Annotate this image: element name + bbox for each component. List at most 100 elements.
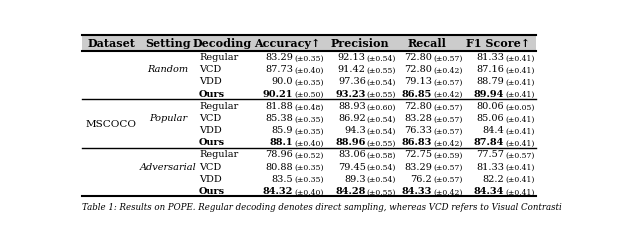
Text: 85.06: 85.06 [476,113,504,122]
Text: 82.2: 82.2 [483,174,504,183]
Text: MSCOCO: MSCOCO [86,119,136,128]
Text: (±0.55): (±0.55) [367,188,396,195]
Text: 81.33: 81.33 [476,53,504,62]
Text: Ours: Ours [199,138,225,147]
Text: (±0.41): (±0.41) [505,176,534,183]
Text: (±0.40): (±0.40) [294,139,324,147]
Text: 97.36: 97.36 [338,77,366,86]
Text: (±0.57): (±0.57) [433,163,463,171]
Text: VCD: VCD [199,65,221,74]
Text: (±0.54): (±0.54) [367,176,396,183]
Text: Setting: Setting [145,38,191,49]
Text: (±0.41): (±0.41) [505,163,534,171]
Text: 89.94: 89.94 [474,89,504,98]
Text: 72.80: 72.80 [404,53,433,62]
Text: VDD: VDD [199,77,222,86]
Text: 85.9: 85.9 [272,125,293,134]
Text: 83.5: 83.5 [271,174,293,183]
Text: 90.0: 90.0 [272,77,293,86]
Text: 77.57: 77.57 [476,150,504,159]
Text: Decoding: Decoding [193,38,252,49]
Text: (±0.54): (±0.54) [367,55,396,62]
Text: Regular: Regular [199,101,238,110]
Text: (±0.55): (±0.55) [367,67,396,75]
Text: 94.3: 94.3 [344,125,366,134]
Text: 80.06: 80.06 [476,101,504,110]
Text: (±0.05): (±0.05) [505,103,534,111]
Text: 93.23: 93.23 [335,89,366,98]
Text: 72.75: 72.75 [404,150,433,159]
Text: 92.13: 92.13 [338,53,366,62]
Text: 86.83: 86.83 [402,138,433,147]
Text: (±0.54): (±0.54) [367,79,396,87]
Text: (±0.59): (±0.59) [433,151,463,159]
Bar [83,36,536,51]
Text: 90.21: 90.21 [263,89,293,98]
Text: 83.29: 83.29 [266,53,293,62]
Text: (±0.60): (±0.60) [367,103,396,111]
Text: 76.33: 76.33 [404,125,433,134]
Text: (±0.57): (±0.57) [505,151,534,159]
Text: VCD: VCD [199,113,221,122]
Text: 79.45: 79.45 [338,162,366,171]
Text: Random: Random [147,65,189,74]
Text: (±0.35): (±0.35) [294,115,324,123]
Text: (±0.57): (±0.57) [433,176,463,183]
Text: 84.32: 84.32 [263,186,293,195]
Text: (±0.55): (±0.55) [367,139,396,147]
Text: (±0.57): (±0.57) [433,55,463,62]
Text: 79.13: 79.13 [404,77,433,86]
Text: (±0.42): (±0.42) [433,67,463,75]
Text: (±0.41): (±0.41) [505,127,534,135]
Text: (±0.35): (±0.35) [294,79,324,87]
Text: (±0.41): (±0.41) [505,91,534,99]
Text: Table 1: Results on POPE. Regular decoding denotes direct sampling, whereas VCD : Table 1: Results on POPE. Regular decodi… [83,202,562,211]
Text: 88.1: 88.1 [269,138,293,147]
Text: (±0.54): (±0.54) [367,127,396,135]
Text: Ours: Ours [199,186,225,195]
Text: (±0.55): (±0.55) [367,91,396,99]
Text: 85.38: 85.38 [266,113,293,122]
Text: (±0.57): (±0.57) [433,79,463,87]
Text: 84.34: 84.34 [474,186,504,195]
Text: 72.80: 72.80 [404,101,433,110]
Text: (±0.48): (±0.48) [294,103,324,111]
Text: (±0.58): (±0.58) [367,151,396,159]
Text: (±0.41): (±0.41) [505,115,534,123]
Text: (±0.57): (±0.57) [433,103,463,111]
Text: Adversarial: Adversarial [140,162,196,171]
Text: 81.33: 81.33 [476,162,504,171]
Text: 86.85: 86.85 [402,89,433,98]
Text: (±0.35): (±0.35) [294,163,324,171]
Text: F1 Score↑: F1 Score↑ [466,38,530,49]
Text: 87.73: 87.73 [265,65,293,74]
Text: 83.06: 83.06 [338,150,366,159]
Text: 89.3: 89.3 [344,174,366,183]
Text: Precision: Precision [331,38,390,49]
Text: (±0.42): (±0.42) [433,139,463,147]
Text: (±0.35): (±0.35) [294,127,324,135]
Text: (±0.35): (±0.35) [294,176,324,183]
Text: (±0.54): (±0.54) [367,115,396,123]
Text: (±0.41): (±0.41) [505,79,534,87]
Text: (±0.57): (±0.57) [433,127,463,135]
Text: (±0.41): (±0.41) [505,188,534,195]
Text: (±0.35): (±0.35) [294,55,324,62]
Text: (±0.41): (±0.41) [505,139,534,147]
Text: (±0.42): (±0.42) [433,188,463,195]
Text: 80.88: 80.88 [266,162,293,171]
Text: 88.79: 88.79 [476,77,504,86]
Text: 87.84: 87.84 [474,138,504,147]
Text: Regular: Regular [199,53,238,62]
Text: (±0.40): (±0.40) [294,188,324,195]
Text: (±0.52): (±0.52) [294,151,324,159]
Text: VCD: VCD [199,162,221,171]
Text: (±0.41): (±0.41) [505,55,534,62]
Text: 76.2: 76.2 [411,174,433,183]
Text: 88.93: 88.93 [338,101,366,110]
Text: Dataset: Dataset [87,38,135,49]
Text: (±0.40): (±0.40) [294,67,324,75]
Text: 72.80: 72.80 [404,65,433,74]
Text: 81.88: 81.88 [266,101,293,110]
Text: (±0.42): (±0.42) [433,91,463,99]
